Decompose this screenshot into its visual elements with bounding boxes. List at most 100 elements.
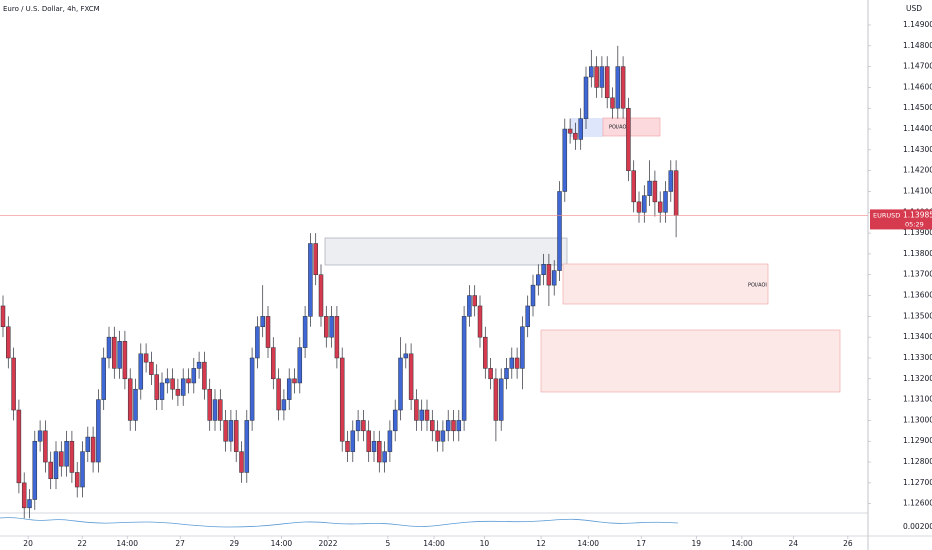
candle-body — [541, 264, 546, 275]
candle-body — [159, 382, 165, 400]
countdown: 05:29 — [905, 220, 924, 228]
candle-body — [557, 191, 562, 271]
candle-body — [626, 107, 631, 171]
candle-body — [27, 499, 32, 509]
candle-body — [117, 341, 122, 369]
candle-body — [440, 430, 446, 442]
candle-body — [165, 378, 170, 384]
y-tick-label: 1.13100 — [903, 395, 932, 404]
candle-body — [308, 243, 313, 317]
candle-body — [472, 295, 477, 307]
y-tick-label: 1.13800 — [903, 249, 932, 258]
candle-body — [408, 353, 414, 400]
y-tick-label: 1.12900 — [903, 436, 932, 445]
candle-body — [21, 482, 27, 509]
x-tick-label: 29 — [229, 539, 239, 548]
candle-body — [59, 451, 64, 467]
candle-body — [69, 440, 75, 473]
candle-body — [567, 128, 573, 134]
candle-body — [377, 440, 382, 463]
candle-body — [636, 201, 642, 213]
candle-body — [610, 97, 615, 109]
candle-body — [562, 128, 568, 192]
candle-body — [80, 451, 85, 488]
candle-body — [599, 66, 605, 88]
candle-body — [101, 357, 106, 400]
candle-body — [493, 378, 499, 421]
candle-body — [350, 430, 356, 452]
candle-body — [663, 191, 668, 213]
candle-body — [594, 66, 599, 88]
candle-body — [74, 472, 80, 488]
zone-label: POI/AOI — [748, 283, 767, 289]
candle-body — [292, 378, 297, 384]
candle-body — [546, 264, 552, 286]
candle-body — [392, 409, 398, 432]
candle-body — [451, 420, 456, 432]
candle-body — [265, 316, 271, 348]
y-tick-label: 1.14400 — [903, 124, 932, 133]
candle-body — [366, 430, 371, 452]
candle-body — [334, 316, 340, 359]
candle-body — [175, 388, 181, 396]
candle-body — [170, 378, 175, 390]
candle-body — [32, 440, 38, 500]
candle-body — [149, 361, 154, 375]
zone-blue — [570, 118, 603, 137]
candle-body — [657, 201, 663, 213]
candle-body — [244, 420, 250, 473]
y-tick-label: 1.13500 — [903, 311, 932, 320]
candle-body — [461, 316, 467, 421]
candle-body — [620, 66, 626, 109]
candle-body — [64, 440, 69, 467]
x-tick-label: 5 — [386, 539, 391, 548]
indicator-line — [0, 517, 679, 528]
candle-body — [631, 170, 636, 203]
candle-body — [260, 316, 265, 328]
candle-body — [329, 316, 334, 338]
candle-body — [180, 378, 186, 396]
candle-body — [37, 430, 43, 442]
candle-body — [509, 357, 515, 369]
chart-title: Euro / U.S. Dollar, 4h, FXCM — [3, 5, 100, 13]
y-tick-label: 1.12800 — [903, 457, 932, 466]
candle-body — [430, 420, 435, 432]
y-tick-label: 1.14700 — [903, 62, 932, 71]
candle-body — [281, 399, 287, 411]
x-tick-label: 12 — [536, 539, 546, 548]
candle-body — [604, 66, 610, 99]
x-tick-label: 14:00 — [116, 539, 138, 548]
candle-body — [339, 357, 345, 442]
x-tick-label: 14:00 — [271, 539, 293, 548]
candle-body — [286, 378, 292, 400]
candle-body — [361, 420, 366, 432]
candle-body — [223, 420, 228, 442]
candle-body — [652, 180, 658, 203]
candle-body — [578, 118, 583, 140]
candle-body — [673, 170, 679, 216]
x-tick-label: 26 — [843, 539, 853, 548]
y-tick-label: 1.14100 — [903, 186, 932, 195]
candle-body — [48, 461, 53, 479]
candle-body — [324, 316, 329, 338]
candle-body — [419, 409, 424, 421]
candle-body — [477, 305, 483, 338]
candle-body — [53, 451, 59, 479]
candle-body — [371, 440, 377, 452]
symbol-label: EURUSD — [873, 211, 900, 219]
candle-body — [318, 274, 324, 317]
candle-body — [525, 305, 530, 328]
candle-body — [647, 180, 652, 196]
y-tick-label: 1.13300 — [903, 353, 932, 362]
candles — [0, 45, 679, 519]
zone-red — [540, 329, 841, 393]
y-tick-label: 1.13200 — [903, 374, 932, 383]
candle-body — [112, 336, 117, 369]
x-tick-label: 20 — [23, 539, 33, 548]
y-tick-label: 1.13900 — [903, 228, 932, 237]
candle-body — [498, 378, 504, 421]
candle-body — [85, 436, 91, 452]
candle-body — [6, 326, 11, 359]
indicator-tick-label: 0.00200 — [903, 522, 932, 531]
